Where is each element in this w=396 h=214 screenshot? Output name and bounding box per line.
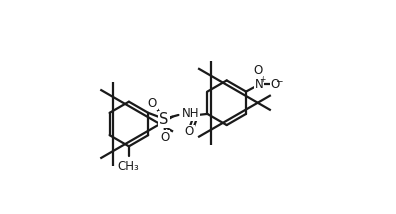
Text: O: O (253, 64, 263, 77)
Text: O: O (148, 97, 157, 110)
Text: N: N (254, 78, 263, 91)
Text: CH₃: CH₃ (118, 160, 139, 173)
Text: −: − (275, 76, 282, 85)
Text: NH: NH (182, 107, 200, 120)
Text: O: O (185, 125, 194, 138)
Text: O: O (270, 78, 279, 91)
Text: S: S (160, 112, 169, 127)
Text: O: O (161, 131, 170, 144)
Text: +: + (259, 75, 265, 84)
